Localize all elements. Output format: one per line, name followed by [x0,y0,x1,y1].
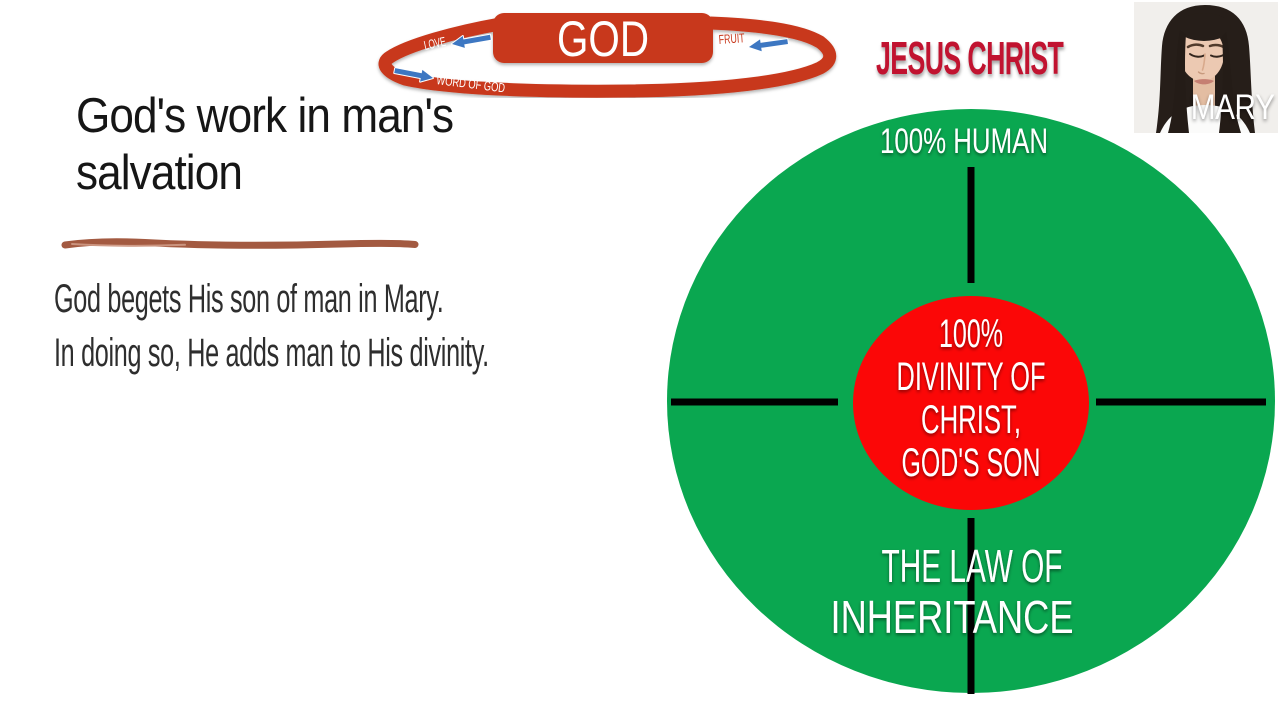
love-label: LOVE [423,34,448,53]
jesus-christ-heading: JESUS CHRIST [876,32,1064,84]
god-cycle-diagram: GOD LOVE FRUIT WORD OF GOD [378,11,837,98]
body-line-1: God begets His son of man in Mary. [54,277,444,321]
title-underline-scribble [61,238,419,249]
mary-caption: MARY [1190,88,1274,127]
divinity-line-1: 100% [939,312,1003,356]
law-label-line-2: INHERITANCE [831,591,1074,643]
mary-photo: MARY [1134,2,1278,133]
god-label: GOD [557,11,649,67]
fruit-label: FRUIT [718,30,745,47]
mary-portrait-image [1134,2,1278,133]
god-box [493,13,713,63]
body-text: God begets His son of man in Mary. In do… [54,272,489,380]
law-label-line-1: THE LAW OF [882,540,1063,592]
human-label: 100% HUMAN [880,122,1048,161]
divinity-ellipse [853,296,1089,510]
page-title: God's work in man's salvation [76,89,454,200]
inheritance-wheel-diagram: 100% HUMAN 100% DIVINITY OF CHRIST, GOD'… [667,109,1275,694]
fruit-arrow-icon [747,34,790,54]
cycle-ring [378,16,837,98]
body-line-2: In doing so, He adds man to His divinity… [54,331,489,375]
divinity-line-2: DIVINITY OF [897,355,1046,399]
divinity-line-4: GOD'S SON [902,441,1041,485]
divinity-line-3: CHRIST, [921,398,1021,442]
